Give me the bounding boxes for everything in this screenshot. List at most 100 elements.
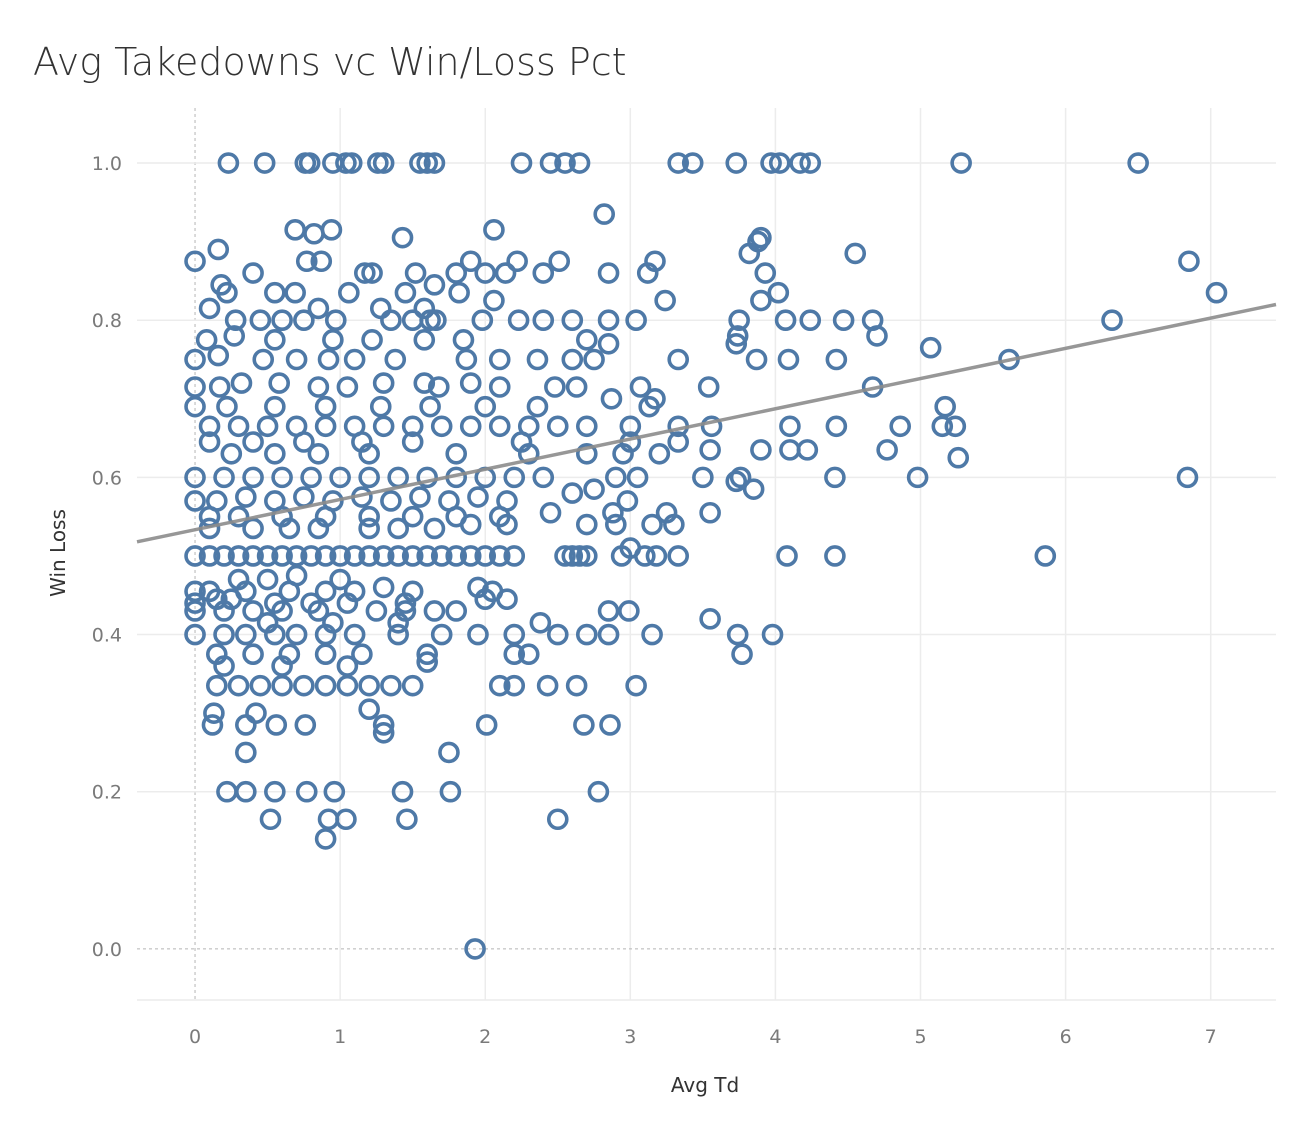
- data-point: [844, 242, 867, 265]
- data-point: [546, 623, 569, 646]
- data-point: [750, 439, 772, 461]
- data-point: [314, 545, 337, 567]
- data-point: [731, 643, 753, 666]
- data-point: [583, 478, 605, 500]
- data-point: [264, 623, 286, 646]
- data-point: [467, 623, 489, 646]
- data-point: [353, 262, 376, 284]
- data-point: [380, 674, 402, 697]
- x-axis-ticks: 0 1 2 3 4 5 6 7: [189, 1026, 1217, 1048]
- data-point: [293, 431, 315, 453]
- data-point: [184, 592, 206, 614]
- data-point: [799, 152, 822, 174]
- data-point: [361, 329, 383, 351]
- data-point: [372, 721, 395, 744]
- data-point: [430, 415, 453, 438]
- data-point: [184, 466, 206, 489]
- y-tick-label: 0.2: [92, 782, 122, 804]
- data-point: [307, 442, 330, 465]
- data-point: [206, 674, 228, 697]
- data-point: [430, 623, 453, 646]
- data-point: [459, 372, 482, 394]
- data-point: [866, 325, 888, 347]
- data-point: [641, 623, 663, 646]
- data-point: [934, 395, 956, 418]
- data-point: [430, 545, 453, 567]
- data-point: [667, 152, 690, 174]
- data-point: [445, 442, 468, 465]
- data-point: [372, 545, 395, 567]
- data-point: [488, 674, 511, 697]
- data-point: [517, 643, 540, 666]
- data-point: [947, 446, 970, 469]
- y-tick-label: 0.4: [92, 625, 122, 647]
- data-point: [307, 376, 330, 398]
- data-point: [336, 376, 359, 398]
- data-point: [271, 545, 293, 567]
- data-point: [264, 442, 286, 465]
- data-point: [503, 545, 526, 567]
- data-point: [532, 262, 555, 284]
- data-point: [184, 348, 206, 371]
- data-point: [343, 545, 366, 567]
- data-point: [256, 415, 279, 438]
- data-point: [503, 674, 526, 697]
- data-point: [329, 545, 351, 567]
- data-point: [445, 600, 468, 622]
- data-point: [227, 415, 250, 438]
- chart-title: Avg Takedowns vc Win/Loss Pct: [33, 40, 627, 84]
- data-point: [409, 152, 431, 174]
- data-point: [203, 702, 225, 724]
- data-point: [293, 674, 315, 697]
- data-point: [626, 466, 649, 489]
- data-point: [474, 262, 497, 284]
- data-point: [242, 431, 264, 453]
- data-point: [401, 415, 424, 438]
- data-point: [725, 152, 748, 174]
- data-point: [474, 545, 497, 567]
- data-point: [300, 545, 322, 567]
- data-point: [459, 415, 482, 438]
- data-point: [789, 152, 811, 174]
- x-axis-title: Avg Td: [671, 1073, 739, 1097]
- data-point: [561, 348, 584, 371]
- data-point: [510, 152, 533, 174]
- data-point: [343, 348, 366, 371]
- data-point: [575, 442, 598, 465]
- data-point: [667, 545, 690, 567]
- data-point: [629, 376, 652, 398]
- data-point: [459, 545, 482, 567]
- data-point: [264, 395, 286, 418]
- data-point: [876, 439, 898, 461]
- data-point: [372, 576, 395, 599]
- data-point: [526, 395, 549, 418]
- data-point: [697, 376, 720, 398]
- data-point: [198, 545, 221, 567]
- data-point: [774, 309, 797, 331]
- data-point: [568, 545, 591, 567]
- data-point: [700, 415, 723, 438]
- data-point: [310, 250, 333, 273]
- data-point: [507, 309, 530, 331]
- data-point: [597, 332, 620, 355]
- data-point: [488, 545, 511, 567]
- data-point: [285, 348, 308, 371]
- data-point: [634, 545, 656, 567]
- data-point: [213, 600, 235, 622]
- data-point: [832, 309, 855, 331]
- data-point: [554, 152, 576, 174]
- data-point: [320, 219, 343, 241]
- data-point: [459, 513, 482, 536]
- data-point: [184, 490, 206, 512]
- data-point: [423, 600, 446, 622]
- data-point: [663, 513, 685, 536]
- data-point: [539, 501, 562, 524]
- data-point: [667, 348, 690, 371]
- data-point: [235, 486, 257, 508]
- data-point: [423, 517, 446, 540]
- data-point: [372, 372, 395, 394]
- data-point: [575, 513, 598, 536]
- data-point: [394, 281, 417, 304]
- data-point: [1178, 250, 1200, 273]
- data-point: [1034, 545, 1057, 567]
